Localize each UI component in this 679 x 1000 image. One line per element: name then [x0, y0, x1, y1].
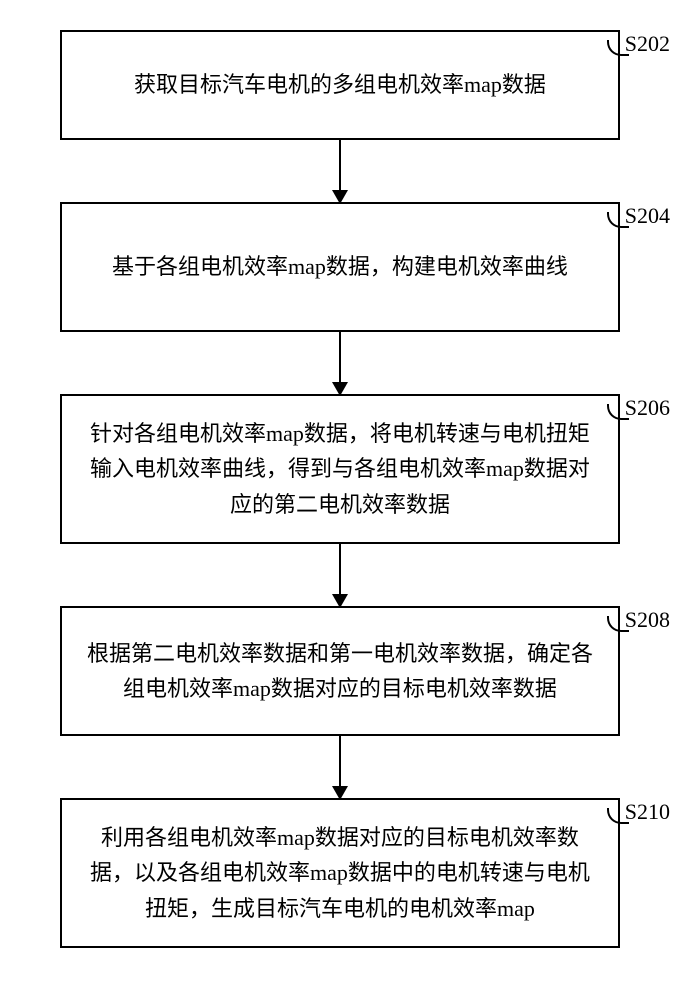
- step-id-label: S210: [625, 794, 670, 829]
- arrow-down-icon: [339, 332, 341, 394]
- step-id-label: S208: [625, 602, 670, 637]
- step-text: 根据第二电机效率数据和第一电机效率数据，确定各组电机效率map数据对应的目标电机…: [82, 636, 598, 706]
- step-id-label: S206: [625, 390, 670, 425]
- step-text: 获取目标汽车电机的多组电机效率map数据: [134, 67, 546, 102]
- step-text: 针对各组电机效率map数据，将电机转速与电机扭矩输入电机效率曲线，得到与各组电机…: [82, 416, 598, 522]
- flowchart: 获取目标汽车电机的多组电机效率map数据 S202 基于各组电机效率map数据，…: [30, 30, 650, 948]
- flow-step: 获取目标汽车电机的多组电机效率map数据 S202: [60, 30, 620, 140]
- step-text: 利用各组电机效率map数据对应的目标电机效率数据，以及各组电机效率map数据中的…: [82, 820, 598, 926]
- arrow-down-icon: [339, 544, 341, 606]
- flow-step: 根据第二电机效率数据和第一电机效率数据，确定各组电机效率map数据对应的目标电机…: [60, 606, 620, 736]
- step-id-label: S204: [625, 198, 670, 233]
- flow-step: 基于各组电机效率map数据，构建电机效率曲线 S204: [60, 202, 620, 332]
- arrow-down-icon: [339, 736, 341, 798]
- step-text: 基于各组电机效率map数据，构建电机效率曲线: [112, 249, 568, 284]
- flow-step: 针对各组电机效率map数据，将电机转速与电机扭矩输入电机效率曲线，得到与各组电机…: [60, 394, 620, 544]
- flow-step: 利用各组电机效率map数据对应的目标电机效率数据，以及各组电机效率map数据中的…: [60, 798, 620, 948]
- step-id-label: S202: [625, 26, 670, 61]
- arrow-down-icon: [339, 140, 341, 202]
